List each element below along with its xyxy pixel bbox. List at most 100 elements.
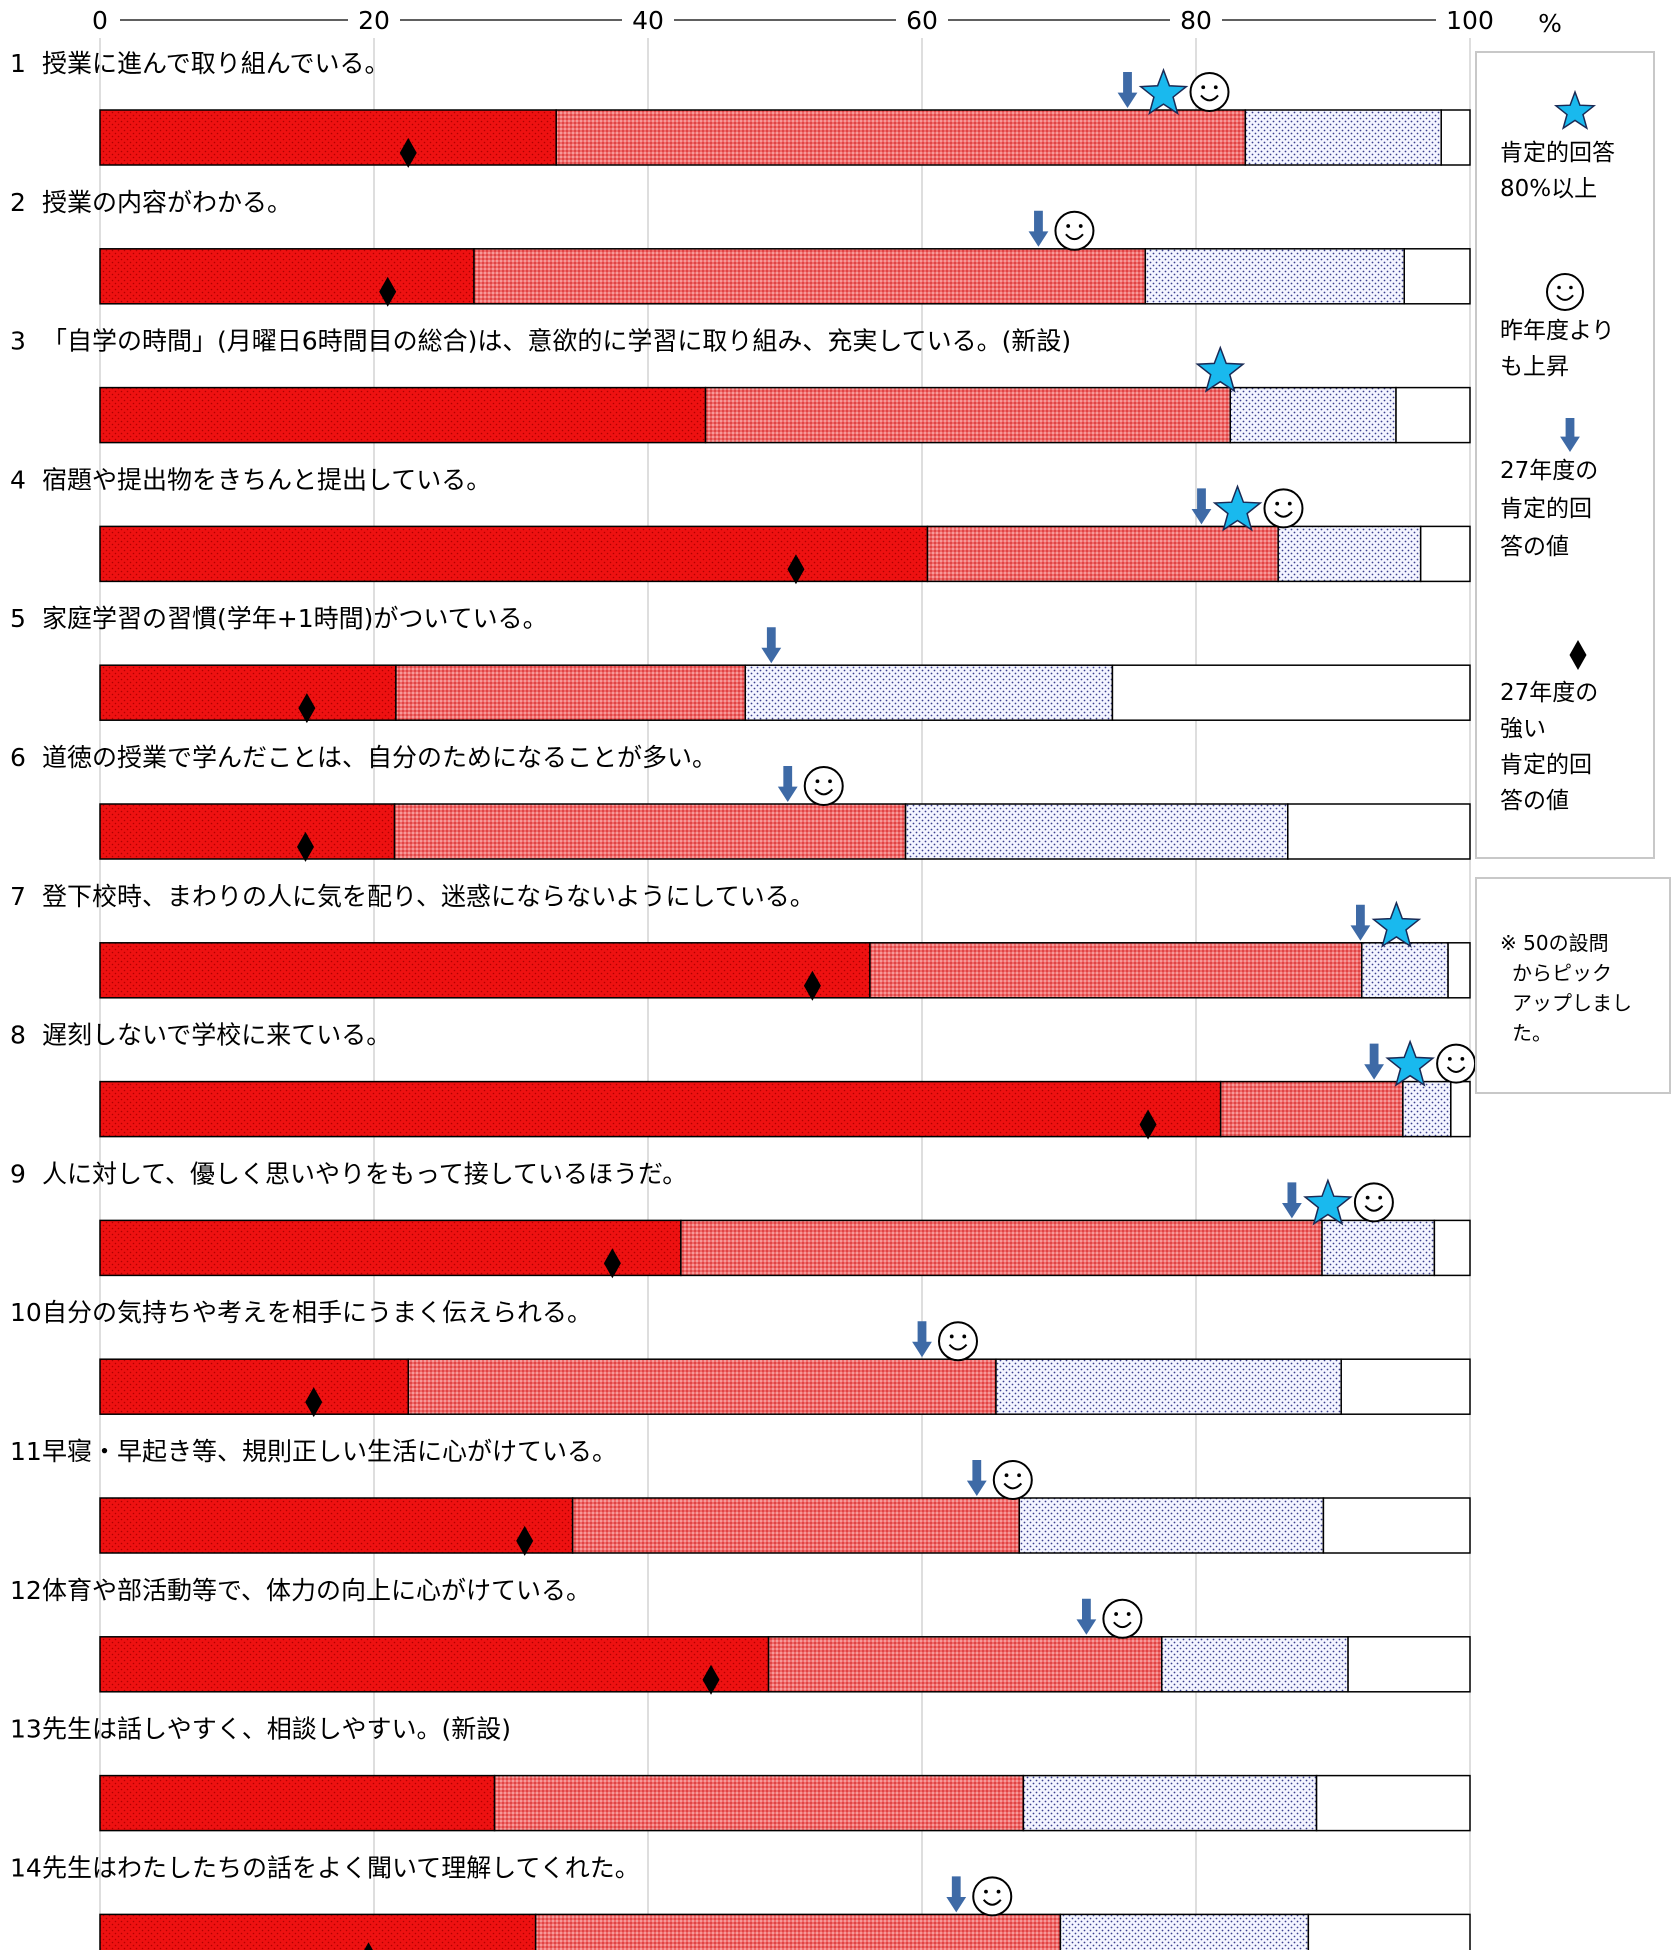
question-number: 9 (10, 1159, 26, 1188)
diamond-icon (803, 970, 821, 1001)
down-arrow-icon (1350, 904, 1371, 941)
question-label: 8 遅刻しないで学校に来ている。 (10, 1021, 391, 1050)
question-row: 9 人に対して、優しく思いやりをもって接しているほうだ。 (10, 1159, 1471, 1279)
smiley-eye (815, 779, 820, 784)
star-icon (1371, 900, 1422, 948)
tick-label-bg (1436, 5, 1504, 35)
strong-negative-segment (1403, 248, 1471, 305)
smiley-mouth (814, 788, 834, 796)
negative-segment (1361, 942, 1449, 999)
smiley-icon (1436, 1043, 1477, 1084)
positive-segment (571, 1497, 1021, 1554)
smiley-eye (1078, 224, 1083, 228)
strong-positive-segment (99, 803, 396, 860)
positive-segment (680, 1219, 1323, 1277)
question-number: 14 (10, 1853, 42, 1882)
diamond-icon (787, 554, 805, 585)
question-number: 3 (10, 327, 26, 356)
positive-segment (704, 386, 1231, 444)
smiley-icon (1189, 72, 1230, 112)
question-row: 1 授業に進んで取り組んでいる。 (10, 49, 1471, 168)
down-arrow-icon (777, 766, 798, 802)
strong-positive-segment (99, 109, 557, 166)
smiley-mouth (1274, 511, 1293, 518)
question-text: 早寝・早起き等、規則正しい生活に心がけている。 (42, 1437, 617, 1466)
question-label: 10自分の気持ちや考えを相手にうまく伝えられる。 (10, 1298, 592, 1327)
strong-positive-segment (99, 1636, 770, 1693)
smiley-eye (1017, 1473, 1021, 1478)
diamond-icon (305, 1387, 323, 1418)
negative-segment (744, 664, 1114, 721)
smiley-icon (972, 1876, 1013, 1917)
down-arrow-icon (1282, 1182, 1302, 1219)
smiley-icon (1546, 273, 1584, 311)
positive-segment (869, 942, 1363, 999)
smiley-face (1546, 273, 1584, 311)
question-row: 8 遅刻しないで学校に来ている。 (10, 1021, 1477, 1140)
strong-negative-segment (1307, 1913, 1471, 1950)
question-row: 13先生は話しやすく、相談しやすい。(新設) (10, 1715, 1471, 1832)
smiley-icon (1102, 1598, 1143, 1639)
strong-negative-segment (1340, 1358, 1471, 1415)
smiley-face (1054, 210, 1095, 251)
question-text: 先生は話しやすく、相談しやすい。(新設) (42, 1715, 511, 1744)
strong-positive-segment (99, 1080, 1222, 1138)
question-row: 12体育や部活動等で、体力の向上に心がけている。 (10, 1576, 1471, 1695)
question-row: 14先生はわたしたちの話をよく聞いて理解してくれた。 (10, 1853, 1471, 1950)
question-text: 授業の内容がわかる。 (42, 188, 292, 217)
smiley-mouth (1556, 294, 1574, 301)
tick-label-bg (896, 5, 948, 35)
tick-label-bg (348, 5, 400, 35)
star-icon (1138, 67, 1189, 116)
legend-text: も上昇 (1500, 354, 1569, 380)
positive-segment (1219, 1080, 1404, 1138)
question-number: 10 (10, 1298, 42, 1327)
legend-text: 27年度の (1500, 680, 1598, 706)
question-text: 先生はわたしたちの話をよく聞いて理解してくれた。 (42, 1853, 640, 1882)
down-arrow-icon (1560, 418, 1580, 452)
smiley-mouth (1065, 233, 1084, 241)
question-text: 家庭学習の習慣(学年+1時間)がついている。 (42, 604, 548, 633)
smiley-icon (803, 766, 844, 806)
smiley-eye (1569, 285, 1573, 290)
smiley-eye (828, 779, 832, 784)
question-row: 2 授業の内容がわかる。 (10, 188, 1471, 307)
smiley-eye (1365, 1195, 1370, 1200)
legend-text: 答の値 (1500, 788, 1569, 814)
smiley-mouth (1446, 1066, 1466, 1073)
x-tick-label: 80 (1180, 6, 1212, 35)
legend-text: 肯定的回 (1500, 496, 1592, 522)
question-text: 宿題や提出物をきちんと提出している。 (42, 465, 491, 494)
strong-positive-segment (99, 386, 707, 444)
smiley-mouth (948, 1343, 968, 1351)
legend-text: 肯定的回答 (1500, 140, 1615, 166)
tick-label-bg (82, 5, 118, 35)
smiley-eye (1114, 1612, 1119, 1616)
note-text: からピック (1512, 961, 1612, 985)
question-text: 遅刻しないで学校に来ている。 (42, 1021, 391, 1050)
smiley-mouth (1003, 1482, 1023, 1490)
negative-segment (1229, 386, 1397, 444)
smiley-mouth (1113, 1621, 1132, 1629)
down-arrow-icon (966, 1460, 987, 1496)
note-box (1475, 877, 1671, 1094)
question-label: 12体育や部活動等で、体力の向上に心がけている。 (10, 1576, 591, 1605)
question-label: 4 宿題や提出物をきちんと提出している。 (10, 465, 491, 494)
negative-segment (995, 1358, 1342, 1415)
diamond-icon (399, 137, 417, 168)
smiley-eye (1201, 85, 1206, 90)
star-icon (1553, 89, 1597, 130)
negative-segment (1161, 1636, 1349, 1693)
smiley-face (938, 1321, 978, 1362)
x-tick-label: 0 (92, 6, 108, 35)
diamond-icon (364, 1942, 373, 1950)
negative-segment (1277, 525, 1422, 583)
question-label: 5 家庭学習の習慣(学年+1時間)がついている。 (10, 604, 548, 633)
question-label: 13先生は話しやすく、相談しやすい。(新設) (10, 1715, 511, 1744)
positive-segment (493, 1774, 1025, 1832)
smiley-face (972, 1876, 1013, 1917)
positive-segment (534, 1913, 1062, 1950)
diamond-icon (603, 1248, 621, 1279)
note-text: ※ 50の設問 (1500, 931, 1609, 955)
question-label: 1 授業に進んで取り組んでいる。 (10, 49, 390, 78)
